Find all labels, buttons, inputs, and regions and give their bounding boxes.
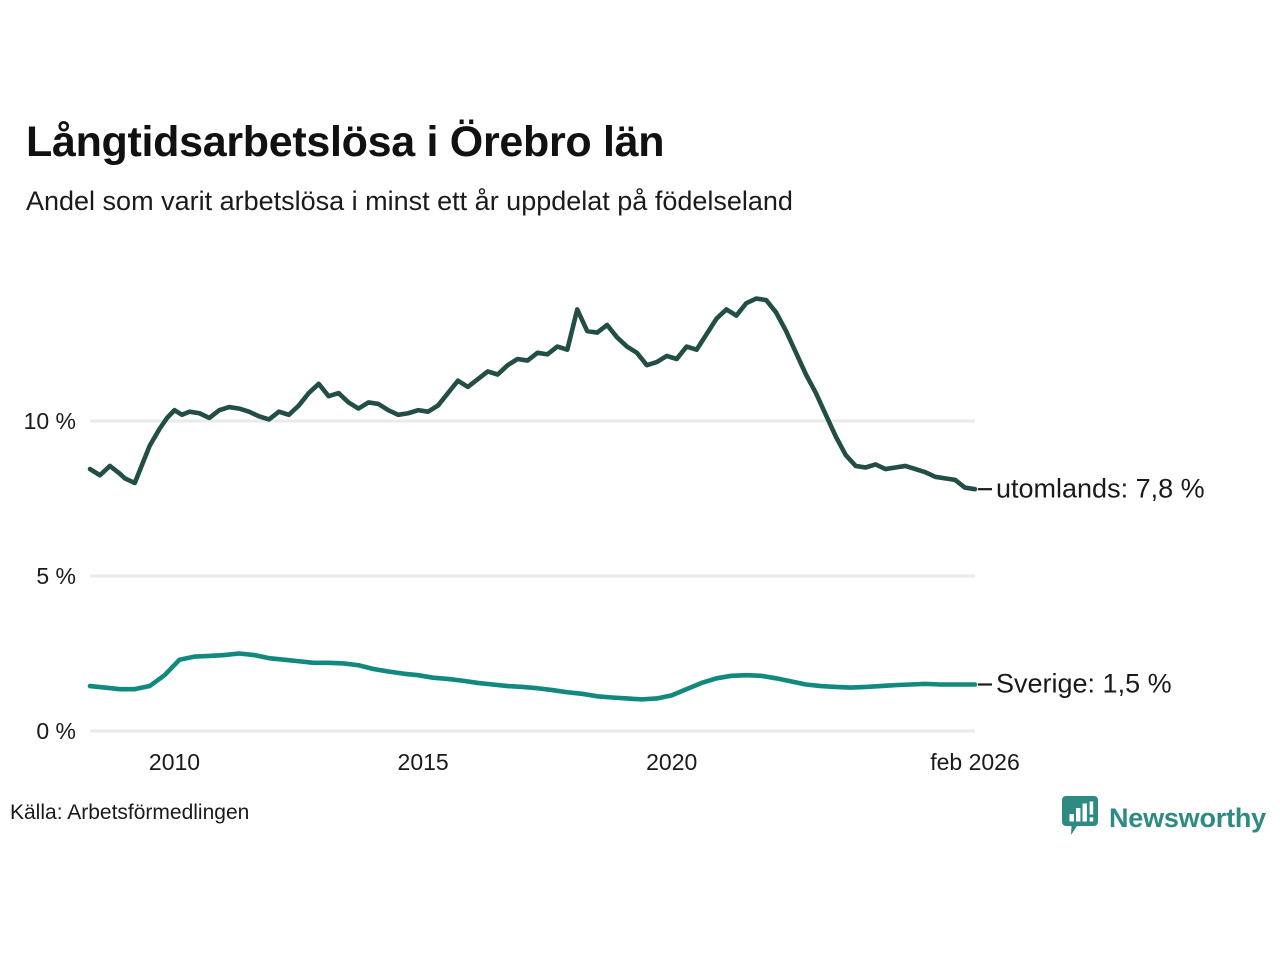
- x-axis-tick-label: 2010: [149, 749, 200, 775]
- y-axis-tick-label: 10 %: [24, 408, 76, 434]
- y-axis-tick-label: 5 %: [36, 563, 76, 589]
- brand-logo[interactable]: Newsworthy: [1061, 795, 1266, 842]
- y-axis-tick-label: 0 %: [36, 718, 76, 744]
- chart-header: Långtidsarbetslösa i Örebro län Andel so…: [26, 118, 1226, 218]
- brand-name: Newsworthy: [1108, 803, 1266, 833]
- gridlines-group: [90, 419, 975, 733]
- line-chart: 0 % 5 % 10 % 2010 2015 2020 feb 2026 utomland…: [24, 296, 1205, 775]
- series-lines-group: [87, 296, 978, 702]
- series-label-sverige: Sverige: 1,5 %: [996, 669, 1172, 699]
- x-axis-tick-label: 2020: [646, 749, 697, 775]
- x-axis-labels-group: 2010 2015 2020 feb 2026: [149, 749, 1020, 775]
- series-line-sverige: [87, 651, 978, 702]
- series-labels-group: utomlands: 7,8 % Sverige: 1,5 %: [978, 473, 1205, 699]
- newsworthy-mark-icon: [1061, 795, 1098, 842]
- source-note: Källa: Arbetsförmedlingen: [10, 801, 250, 824]
- x-axis-tick-label: feb 2026: [930, 749, 1020, 775]
- x-axis-tick-label: 2015: [398, 749, 449, 775]
- page-title: Långtidsarbetslösa i Örebro län: [26, 118, 665, 166]
- y-axis-labels-group: 0 % 5 % 10 %: [24, 408, 76, 744]
- series-label-utomlands: utomlands: 7,8 %: [996, 473, 1205, 503]
- chart-footer: Källa: Arbetsförmedlingen Newsworthy: [0, 795, 1280, 855]
- page-subtitle: Andel som varit arbetslösa i minst ett å…: [26, 186, 793, 217]
- series-line-utomlands: [87, 296, 978, 492]
- chart-plot-area: 0 % 5 % 10 % 2010 2015 2020 feb 2026 utomland…: [0, 270, 1280, 790]
